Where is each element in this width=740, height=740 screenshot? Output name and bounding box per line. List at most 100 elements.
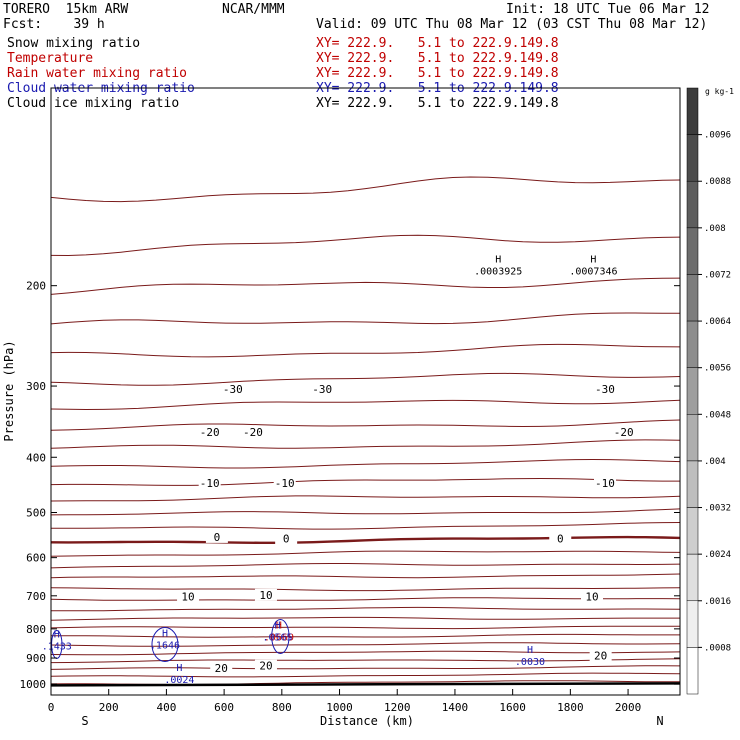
x-tick-label: 1400 (442, 701, 469, 714)
temperature-contours (50, 176, 681, 687)
temperature-isotherm (50, 508, 681, 516)
colorbar-bin (686, 227, 699, 275)
temperature-isotherm (50, 458, 681, 469)
label-background (177, 590, 200, 603)
model-name: TORERO 15km ARW (3, 2, 129, 17)
x-axis-title: Distance (km) (320, 714, 414, 728)
high-value: .0565 (262, 632, 292, 643)
field-name-snow: Snow mixing ratio (7, 36, 141, 51)
colorbar-bin (686, 647, 699, 695)
temperature-isotherm (50, 587, 681, 592)
field-name-rain: Rain water mixing ratio (7, 66, 188, 81)
temperature-isotherm (50, 606, 681, 612)
label-background (580, 590, 603, 603)
valid-time: Valid: 09 UTC Thu 08 Mar 12 (03 CST Thu … (316, 17, 708, 32)
colorbar-label: .0064 (704, 317, 731, 327)
forecast-hour: Fcst: 39 h (3, 17, 105, 32)
colorbar-bin (686, 553, 699, 602)
label-background (198, 477, 221, 490)
y-tick-label: 200 (26, 280, 46, 293)
temperature-label: -10 (200, 477, 220, 490)
temperature-label: 10 (259, 589, 272, 602)
temperature-isotherm (50, 277, 681, 295)
high-value: .1646 (150, 640, 180, 651)
colorbar-label: .0016 (704, 597, 731, 607)
label-background (593, 477, 616, 490)
label-background (273, 477, 296, 490)
y-tick-label: 300 (26, 380, 46, 393)
high-marker: H (54, 629, 60, 640)
colorbar-label: .0048 (704, 410, 731, 420)
temperature-label: 10 (585, 591, 598, 604)
high-marker: H (176, 663, 182, 674)
colorbar-label: .0072 (704, 270, 731, 280)
temperature-label: -10 (595, 477, 615, 490)
high-value: .0007346 (569, 266, 617, 277)
contour-labels: -30 -30 -30 -20 -20 -20 -10 -10 -10 0 0 0 10 10 10 20 20… (177, 383, 635, 675)
label-background (210, 661, 233, 674)
temperature-isotherm (50, 597, 681, 601)
label-background (612, 426, 635, 439)
high-marker: H (590, 254, 596, 265)
y-tick-label: 600 (26, 552, 46, 565)
left-endpoint-label: S (81, 714, 88, 728)
temperature-isotherm (50, 234, 681, 257)
x-tick-label: 400 (156, 701, 176, 714)
high-value: .1433 (42, 641, 72, 652)
field-xy-snow: XY= 222.9. 5.1 to 222.9.149.8 (316, 36, 559, 51)
y-tick-label: 400 (26, 451, 46, 464)
temperature-isotherm (50, 642, 681, 647)
plot-frame (50, 87, 681, 696)
temperature-isotherm (50, 650, 681, 656)
temperature-isotherm (50, 343, 681, 358)
x-tick-label: 1800 (557, 701, 584, 714)
temperature-isotherm (50, 312, 680, 325)
temperature-label: 0 (214, 531, 221, 544)
label-background (198, 426, 221, 439)
field-xy-rain: XY= 222.9. 5.1 to 222.9.149.8 (316, 66, 559, 81)
high-marker: H (527, 645, 533, 656)
y-tick-label: 700 (26, 590, 46, 603)
high-marker: H (162, 628, 168, 639)
colorbar-bin (686, 414, 699, 462)
temperature-label: -20 (243, 426, 263, 439)
temperature-label: 20 (259, 660, 272, 673)
temperature-isotherm (50, 550, 681, 557)
high-value: .0030 (515, 657, 545, 668)
temperature-label: 0 (557, 533, 564, 546)
colorbar-bin (686, 460, 699, 508)
y-tick-label: 800 (26, 623, 46, 636)
cloud-water-contour (151, 626, 179, 662)
axis-ticks: 0 200 400 600 800 1000 1200 1400 1600 1800 2000200… (20, 280, 680, 714)
temperature-isotherm (50, 477, 680, 486)
field-xy-temperature: XY= 222.9. 5.1 to 222.9.149.8 (316, 51, 559, 66)
colorbar-bin (686, 274, 699, 322)
colorbar-label: .004 (704, 457, 726, 467)
temperature-label: -20 (200, 426, 220, 439)
colorbar-label: .0024 (704, 550, 731, 560)
label-background (593, 383, 616, 396)
x-tick-label: 800 (272, 701, 292, 714)
colorbar-label: .0056 (704, 364, 731, 374)
temperature-label: 20 (594, 650, 607, 663)
temperature-isotherm (50, 372, 681, 386)
temperature-isotherm (50, 658, 681, 664)
temperature-label: 0 (283, 533, 290, 546)
terrain-line (50, 682, 681, 687)
label-background (254, 659, 277, 672)
temperature-label: -30 (595, 383, 615, 396)
x-tick-label: 1200 (384, 701, 411, 714)
temperature-isotherm (50, 616, 680, 621)
temperature-label: 20 (215, 662, 228, 675)
colorbar-bin (686, 600, 699, 648)
field-xy-cloud-ice: XY= 222.9. 5.1 to 222.9.149.8 (316, 96, 559, 111)
colorbar-bin (686, 367, 699, 415)
x-tick-label: 1600 (499, 701, 526, 714)
colorbar-bin (686, 87, 699, 135)
temperature-isotherm (50, 535, 681, 544)
field-name-cloud-ice: Cloud ice mixing ratio (7, 96, 180, 111)
colorbar-label: .0032 (704, 504, 731, 514)
temperature-label: -30 (223, 383, 243, 396)
label-background (589, 649, 612, 662)
